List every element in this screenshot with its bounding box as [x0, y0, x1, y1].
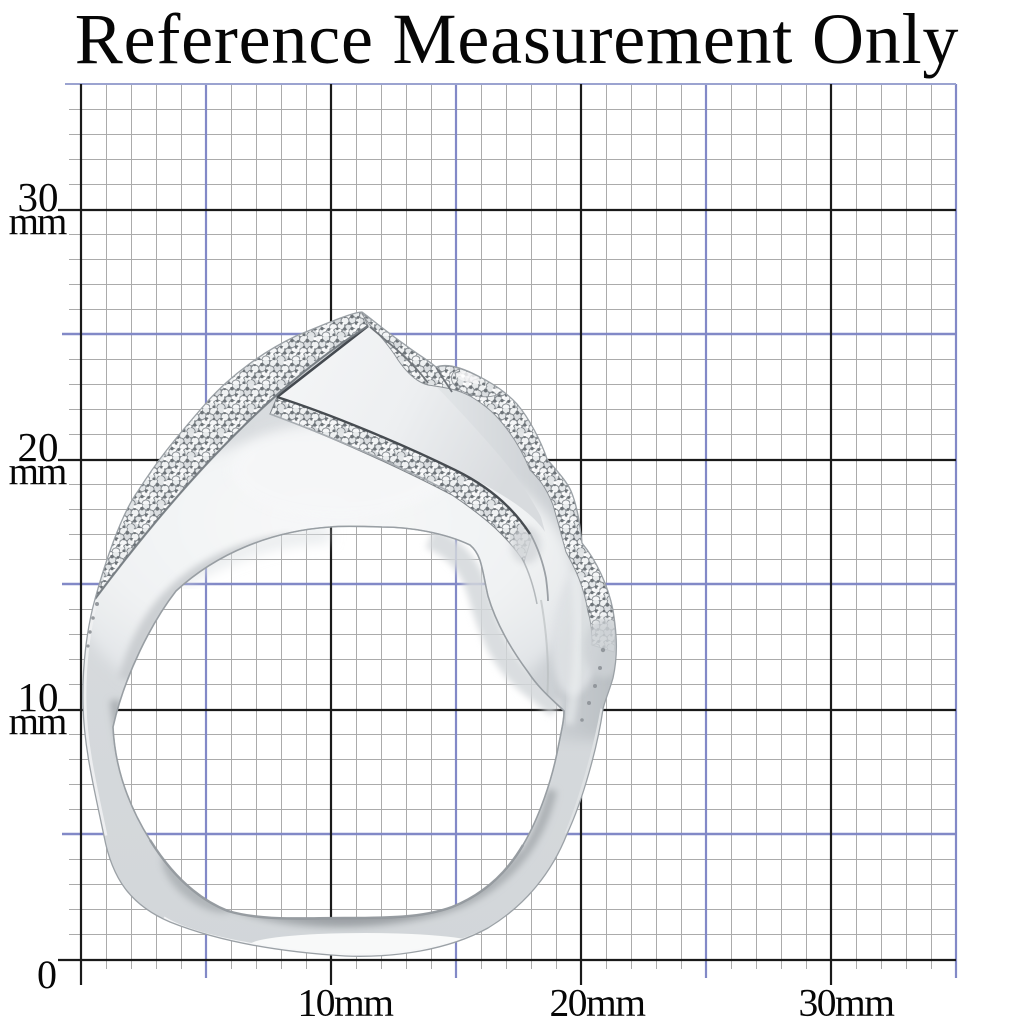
svg-text:mm: mm [9, 700, 67, 743]
svg-text:10: 10 [18, 674, 59, 720]
svg-text:mm: mm [9, 450, 67, 493]
svg-text:0: 0 [37, 952, 57, 997]
svg-text:30: 30 [18, 174, 59, 220]
svg-text:10mm: 10mm [298, 981, 395, 1024]
svg-text:20mm: 20mm [550, 981, 647, 1024]
svg-text:20: 20 [18, 424, 59, 470]
svg-text:mm: mm [9, 200, 67, 243]
svg-text:30mm: 30mm [799, 981, 896, 1024]
